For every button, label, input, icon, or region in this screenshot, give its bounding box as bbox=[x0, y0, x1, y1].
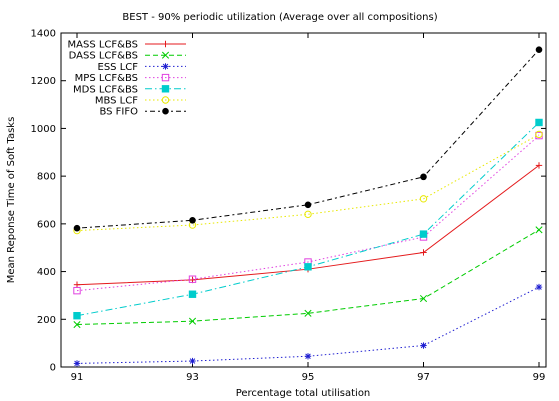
series-mbs-lcf bbox=[73, 130, 543, 235]
data-point bbox=[535, 118, 543, 127]
data-point bbox=[420, 342, 427, 349]
chart-title: BEST - 90% periodic utilization (Average… bbox=[122, 12, 437, 23]
y-tick-label: 1200 bbox=[31, 76, 56, 87]
data-point bbox=[188, 290, 197, 298]
data-point bbox=[73, 281, 81, 288]
data-point bbox=[162, 40, 169, 48]
legend-entry: MPS LCF&BS bbox=[75, 73, 186, 84]
x-axis: 91 93 95 97 99 bbox=[71, 33, 546, 383]
series-ess-lcf bbox=[73, 283, 543, 367]
y-tick-label: 1400 bbox=[31, 29, 56, 40]
data-point bbox=[535, 162, 543, 169]
legend-label: MPS LCF&BS bbox=[75, 73, 138, 84]
y-axis-title: Mean Reponse Time of Soft Tasks bbox=[6, 117, 17, 284]
y-tick-label: 600 bbox=[37, 219, 56, 230]
legend-entry: MDS LCF&BS bbox=[73, 84, 186, 95]
data-point bbox=[189, 357, 196, 365]
data-point bbox=[189, 216, 196, 224]
legend-entry: DASS LCF&BS bbox=[69, 51, 186, 62]
data-point bbox=[304, 263, 312, 271]
series-line bbox=[76, 229, 540, 326]
legend-entry: MASS LCF&BS bbox=[68, 40, 186, 51]
data-point bbox=[73, 360, 81, 367]
data-point bbox=[304, 353, 312, 360]
plot-frame bbox=[60, 32, 547, 368]
legend-entry: MBS LCF bbox=[95, 96, 186, 107]
data-point bbox=[420, 249, 427, 256]
data-point bbox=[304, 309, 312, 317]
x-tick-label: 97 bbox=[417, 372, 430, 383]
series-bs-fifo bbox=[73, 46, 543, 232]
data-point bbox=[419, 195, 428, 203]
series-line bbox=[76, 49, 540, 229]
data-point bbox=[188, 317, 197, 325]
x-tick-label: 91 bbox=[71, 372, 84, 383]
x-tick-label: 95 bbox=[302, 372, 315, 383]
y-axis: 0 200 400 600 800 1000 1200 1400 bbox=[31, 29, 546, 374]
legend-entry: ESS LCF bbox=[98, 62, 186, 73]
legend-label: BS FIFO bbox=[99, 107, 138, 118]
x-axis-title: Percentage total utilisation bbox=[236, 388, 371, 399]
series-mds-lcf-bs bbox=[73, 118, 543, 320]
y-tick-label: 1000 bbox=[31, 124, 56, 135]
data-point bbox=[73, 286, 81, 295]
data-point bbox=[535, 130, 543, 139]
data-point bbox=[161, 85, 170, 93]
data-point bbox=[161, 51, 170, 59]
data-point bbox=[73, 312, 81, 320]
legend-label: MASS LCF&BS bbox=[68, 40, 138, 51]
data-point bbox=[535, 283, 543, 291]
data-point bbox=[419, 230, 428, 238]
data-point bbox=[188, 275, 197, 283]
x-tick-label: 93 bbox=[186, 372, 199, 383]
x-tick-label: 99 bbox=[533, 372, 546, 383]
data-point bbox=[161, 73, 170, 82]
series-line bbox=[76, 133, 540, 232]
data-point bbox=[419, 294, 428, 303]
legend-label: MDS LCF&BS bbox=[73, 84, 138, 95]
data-point bbox=[304, 210, 312, 219]
series-line bbox=[76, 135, 540, 292]
data-point bbox=[73, 224, 81, 232]
data-point bbox=[162, 107, 169, 115]
legend-label: ESS LCF bbox=[98, 62, 139, 73]
series-layer bbox=[73, 46, 543, 367]
y-tick-label: 200 bbox=[37, 315, 56, 326]
y-tick-label: 0 bbox=[50, 363, 56, 374]
y-tick-label: 800 bbox=[37, 172, 56, 183]
data-point bbox=[162, 63, 169, 70]
data-point bbox=[73, 320, 81, 329]
y-tick-label: 400 bbox=[37, 267, 56, 278]
data-point bbox=[535, 46, 543, 54]
data-point bbox=[161, 96, 170, 104]
series-dass-lcf-bs bbox=[73, 226, 543, 329]
series-line bbox=[76, 286, 540, 364]
legend-entry: BS FIFO bbox=[99, 107, 186, 118]
data-point bbox=[304, 201, 312, 209]
legend-label: DASS LCF&BS bbox=[69, 51, 138, 62]
data-point bbox=[535, 226, 543, 234]
data-point bbox=[420, 173, 427, 181]
legend-label: MBS LCF bbox=[95, 96, 138, 107]
series-line bbox=[76, 122, 540, 317]
